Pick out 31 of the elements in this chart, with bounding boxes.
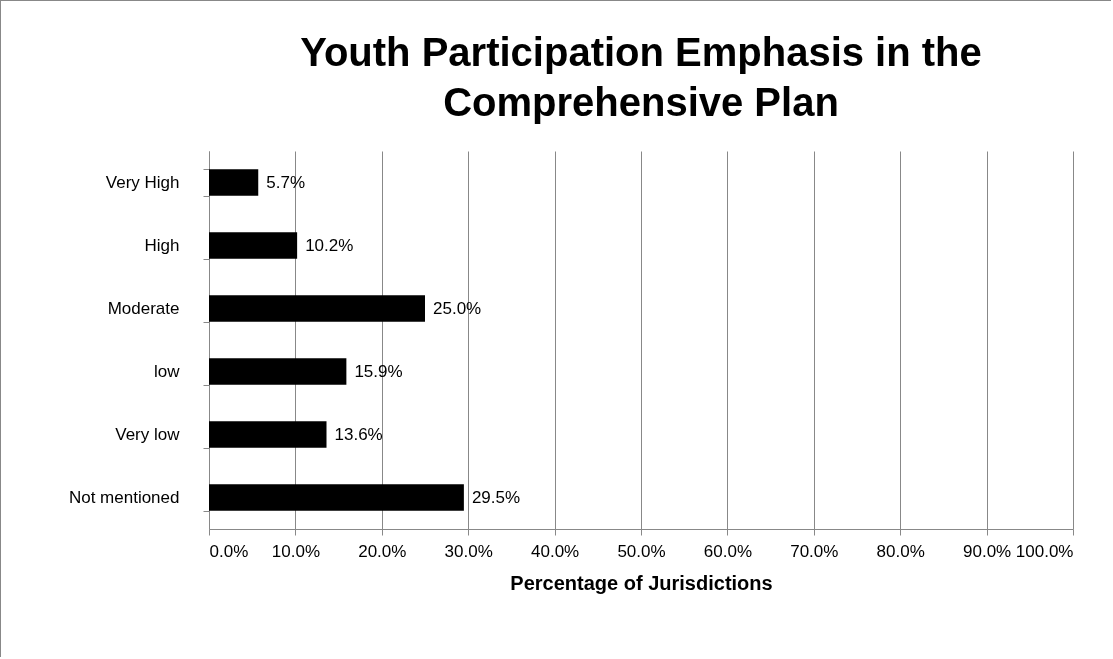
bar — [209, 169, 259, 196]
data-label: 25.0% — [433, 298, 482, 318]
x-tick-label: 0.0% — [209, 541, 249, 561]
data-label: 15.9% — [354, 361, 403, 381]
y-tick-label: Not mentioned — [68, 488, 180, 507]
x-tick-label: 90.0% — [963, 541, 1012, 561]
y-tick-label: Very High — [105, 173, 180, 192]
data-label: 10.2% — [305, 235, 354, 255]
x-tick-label: 10.0% — [271, 541, 320, 561]
bar — [209, 358, 347, 385]
x-tick-label: 60.0% — [703, 541, 752, 561]
x-tick-label: 80.0% — [876, 541, 925, 561]
y-tick-label: Moderate — [107, 299, 180, 318]
data-label: 29.5% — [471, 487, 521, 507]
x-tick-label: 50.0% — [617, 541, 666, 561]
bar — [209, 295, 425, 322]
y-tick-label: Very low — [115, 425, 181, 444]
bar — [209, 484, 464, 511]
bar — [209, 421, 327, 448]
chart-title: Youth Participation Emphasis in the Comprehensive Plan — [300, 30, 982, 124]
x-tick-label: 100.0% — [1015, 541, 1074, 561]
x-tick-label: 20.0% — [358, 541, 407, 561]
y-tick-label: High — [144, 236, 180, 255]
y-tick-label: low — [153, 362, 181, 381]
data-label: 13.6% — [334, 424, 383, 444]
x-tick-label: 40.0% — [531, 541, 580, 561]
x-tick-label: 30.0% — [444, 541, 493, 561]
x-tick-label: 70.0% — [790, 541, 839, 561]
data-label: 5.7% — [266, 172, 305, 192]
bar — [209, 232, 298, 259]
x-axis-title: Percentage of Jurisdictions — [510, 571, 773, 594]
